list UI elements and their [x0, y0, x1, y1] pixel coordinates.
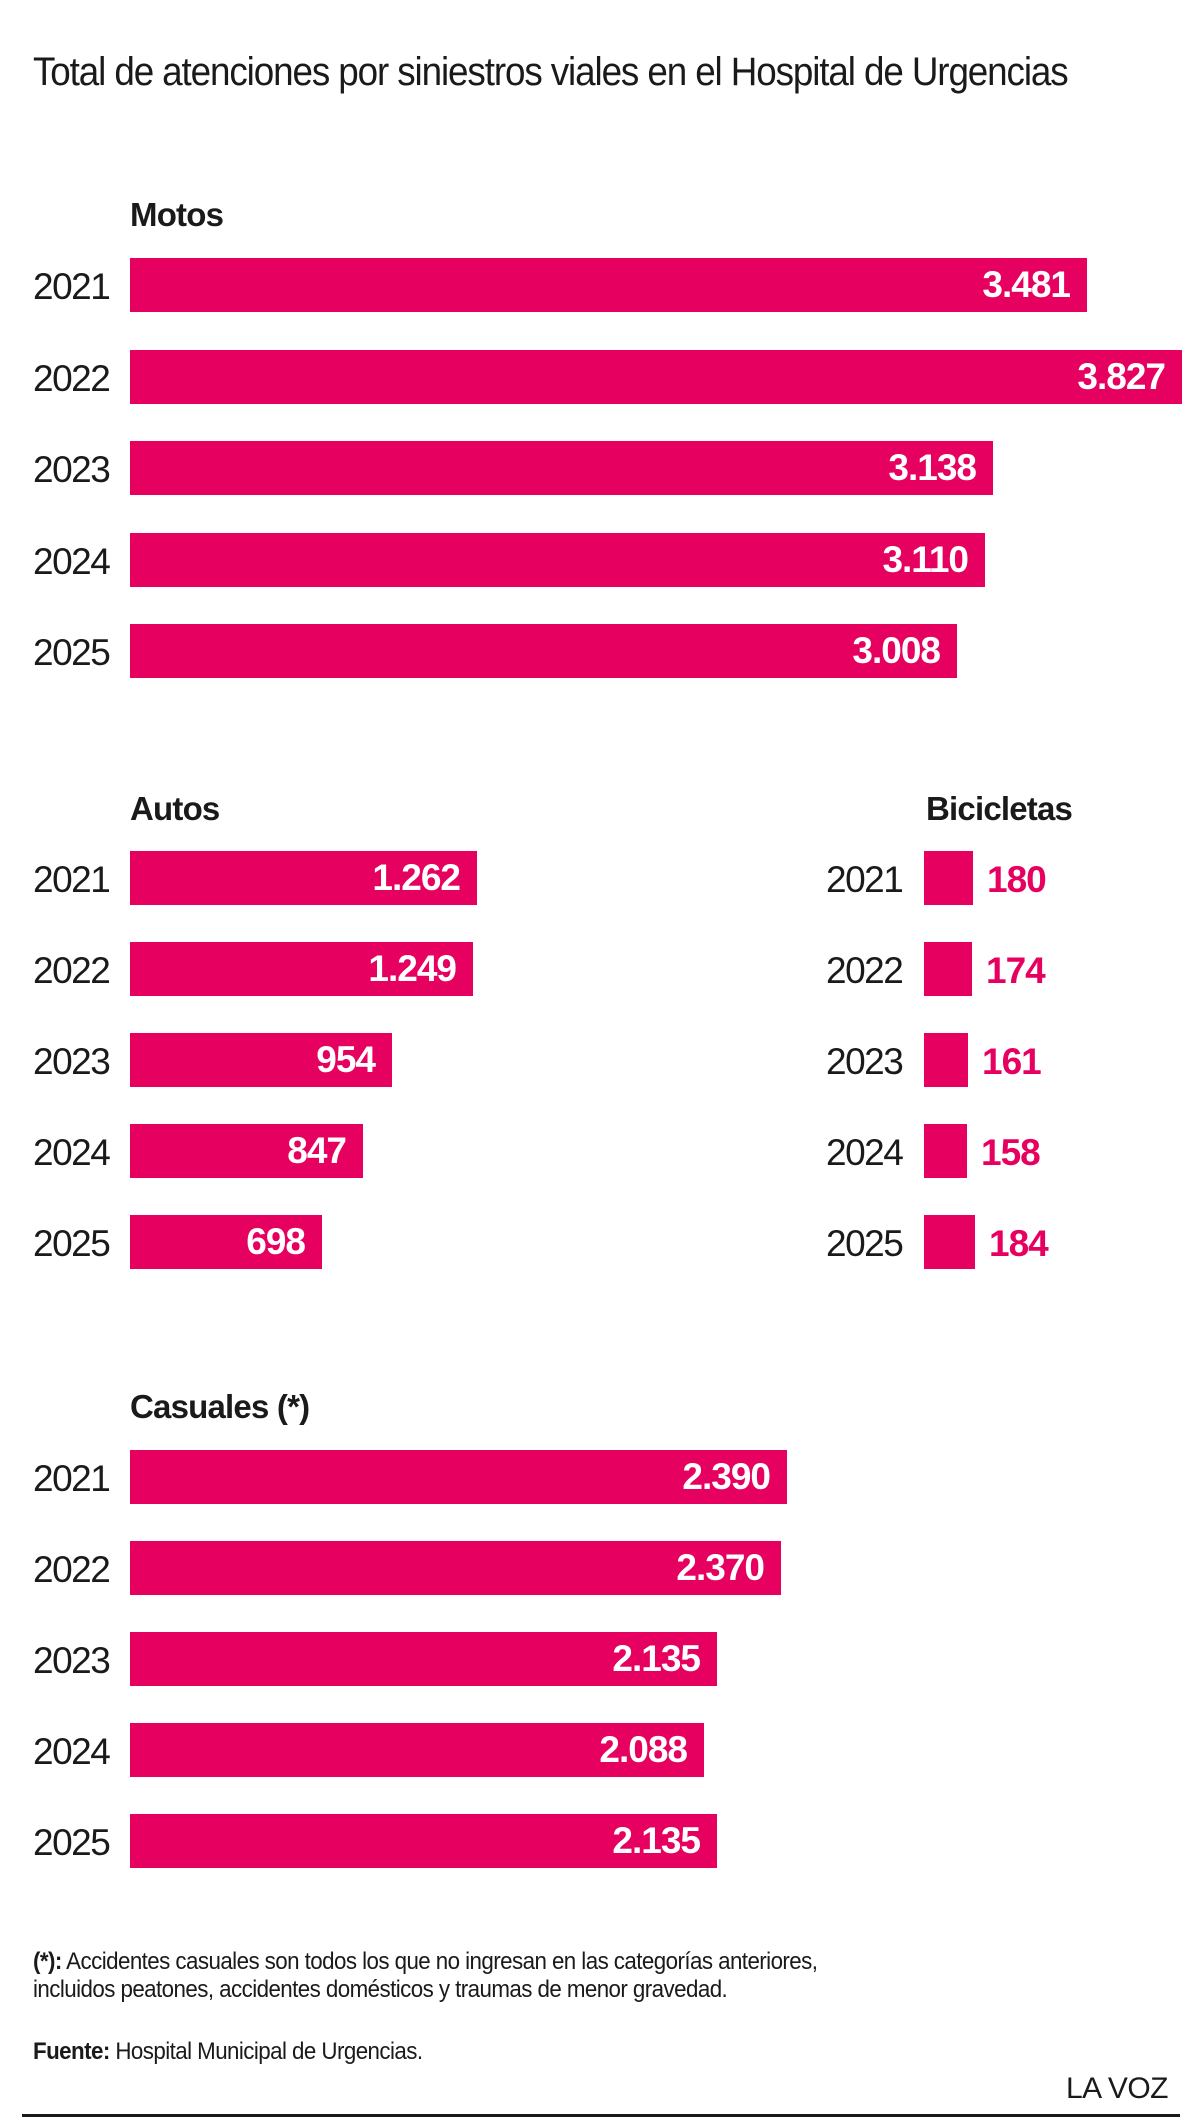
bar	[924, 1124, 967, 1178]
year-label: 2024	[33, 1731, 111, 1772]
year-label: 2025	[33, 1822, 111, 1863]
value-label: 698	[246, 1221, 306, 1262]
value-label: 2.135	[612, 1820, 701, 1861]
year-label: 2025	[826, 1223, 904, 1264]
bar: 2.088	[130, 1723, 704, 1777]
value-label: 847	[287, 1130, 347, 1171]
value-label: 3.481	[982, 264, 1071, 305]
year-label: 2021	[826, 859, 904, 900]
bar: 1.262	[130, 851, 477, 905]
bar: 847	[130, 1124, 363, 1178]
value-label: 174	[986, 950, 1046, 991]
chart-title: Total de atenciones por siniestros viale…	[33, 50, 1069, 94]
year-label: 2023	[826, 1041, 904, 1082]
value-label: 184	[989, 1223, 1049, 1264]
value-label: 954	[316, 1039, 376, 1080]
value-label: 1.262	[372, 857, 461, 898]
section-title: Casuales (*)	[130, 1388, 310, 1425]
value-label: 2.135	[612, 1638, 701, 1679]
bar	[924, 1215, 975, 1269]
year-label: 2024	[826, 1132, 904, 1173]
bar	[924, 851, 973, 905]
value-label: 161	[982, 1041, 1042, 1082]
year-label: 2023	[33, 1041, 111, 1082]
year-label: 2022	[33, 1549, 111, 1590]
value-label: 2.390	[682, 1456, 771, 1497]
bottom-divider	[22, 2114, 1180, 2117]
value-label: 2.370	[676, 1547, 765, 1588]
value-label: 3.827	[1077, 355, 1166, 397]
year-label: 2022	[33, 357, 111, 399]
bar: 1.249	[130, 942, 473, 996]
value-label: 180	[987, 859, 1047, 900]
year-label: 2025	[33, 632, 111, 673]
section-title: Motos	[130, 196, 224, 233]
section-title: Autos	[130, 790, 220, 827]
bar: 3.008	[130, 624, 957, 678]
year-label: 2022	[33, 950, 111, 991]
footnote-marker: (*):	[33, 1948, 62, 1975]
year-label: 2021	[33, 266, 111, 307]
year-label: 2023	[33, 1640, 111, 1681]
bar: 2.135	[130, 1814, 717, 1868]
section-title: Bicicletas	[926, 790, 1073, 827]
bar: 3.110	[130, 532, 985, 587]
year-label: 2023	[33, 449, 111, 490]
value-label: 3.008	[852, 630, 941, 671]
year-label: 2021	[33, 1458, 111, 1499]
bar: 3.138	[130, 441, 993, 495]
value-label: 3.110	[882, 538, 969, 580]
year-label: 2022	[826, 950, 904, 991]
value-label: 3.138	[888, 447, 977, 488]
bar: 3.827	[130, 349, 1182, 404]
brand-logo: LA VOZ	[1065, 2072, 1169, 2105]
bar: 954	[130, 1033, 392, 1087]
year-label: 2024	[33, 1132, 111, 1173]
bar: 3.481	[130, 258, 1087, 312]
footnote-text: Accidentes casuales son todos los que no…	[33, 1948, 818, 2003]
bar	[924, 1033, 968, 1087]
bar: 2.370	[130, 1541, 781, 1595]
year-label: 2025	[33, 1223, 111, 1264]
bar: 698	[130, 1215, 322, 1269]
value-label: 1.249	[368, 948, 457, 989]
value-label: 2.088	[599, 1729, 688, 1770]
source-label: Fuente:	[33, 2038, 110, 2065]
source-note: Fuente: Hospital Municipal de Urgencias.	[33, 2038, 423, 2066]
bar: 2.390	[130, 1450, 787, 1504]
value-label: 158	[981, 1132, 1041, 1173]
bar: 2.135	[130, 1632, 717, 1686]
source-text: Hospital Municipal de Urgencias.	[109, 2038, 423, 2065]
year-label: 2021	[33, 859, 111, 900]
bar	[924, 942, 972, 996]
year-label: 2024	[33, 540, 111, 582]
footnote: (*): Accidentes casuales son todos los q…	[33, 1948, 870, 2004]
